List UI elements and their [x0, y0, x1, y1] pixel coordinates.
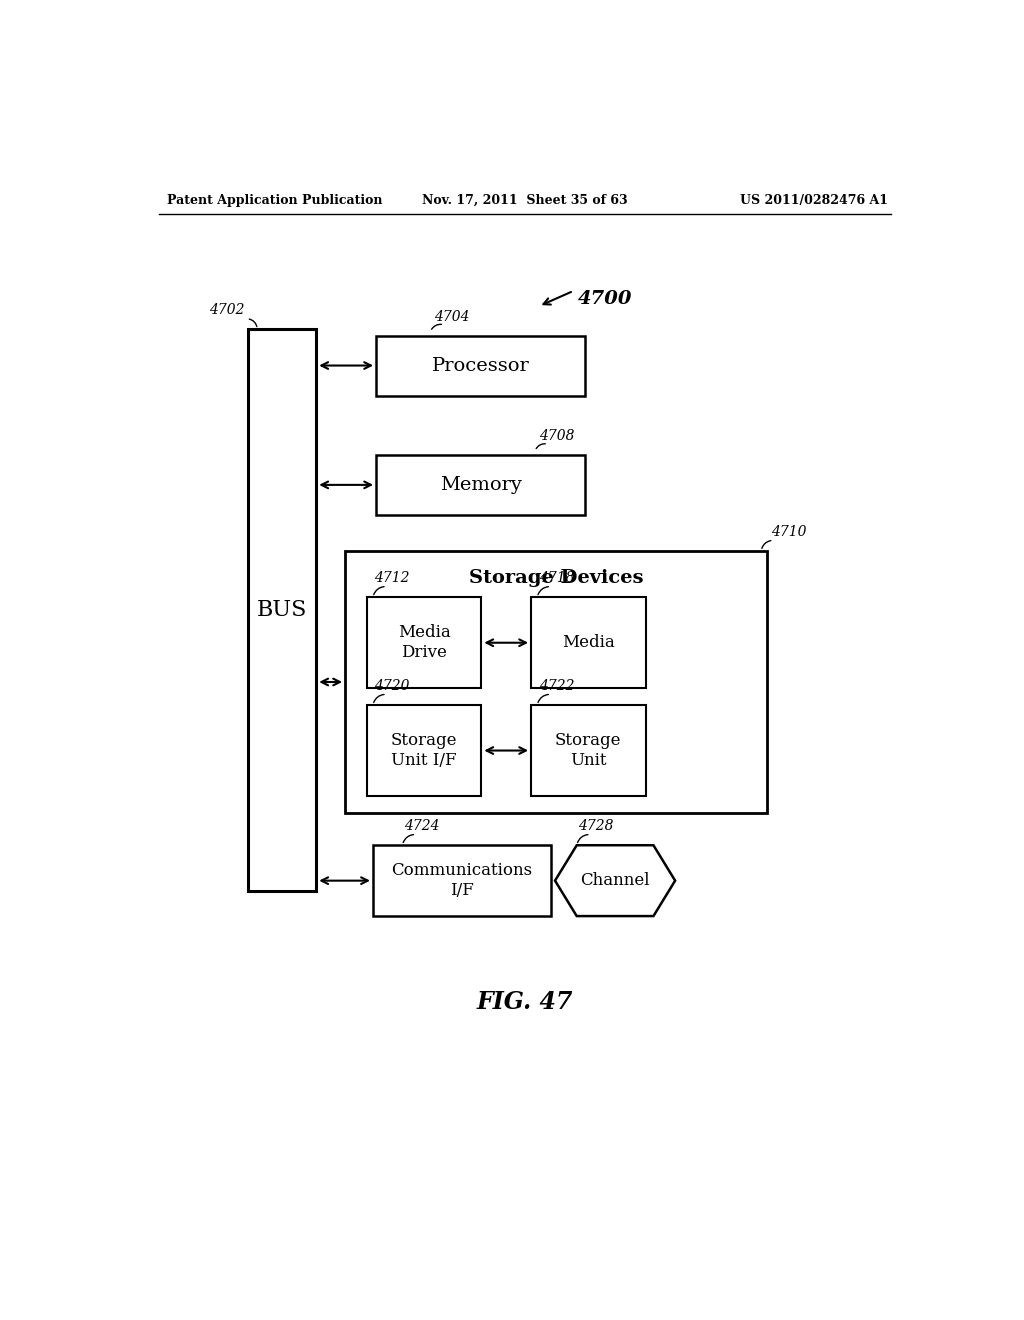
Text: Patent Application Publication: Patent Application Publication: [167, 194, 382, 207]
Text: Communications
I/F: Communications I/F: [391, 862, 532, 899]
Bar: [531, 705, 646, 796]
Text: Storage
Unit: Storage Unit: [555, 733, 622, 768]
Text: 4710: 4710: [771, 525, 807, 539]
Text: Storage
Unit I/F: Storage Unit I/F: [391, 733, 458, 768]
Text: Storage Devices: Storage Devices: [469, 569, 643, 587]
Text: Nov. 17, 2011  Sheet 35 of 63: Nov. 17, 2011 Sheet 35 of 63: [422, 194, 628, 207]
Text: 4708: 4708: [539, 429, 574, 444]
Bar: [376, 455, 586, 515]
Text: 4700: 4700: [578, 289, 632, 308]
Text: 4712: 4712: [375, 572, 410, 585]
Bar: [373, 845, 551, 916]
Text: Memory: Memory: [439, 477, 521, 494]
Text: 4728: 4728: [579, 818, 613, 833]
Bar: [367, 597, 481, 688]
Text: 4720: 4720: [375, 678, 410, 693]
Bar: [367, 705, 481, 796]
Text: FIG. 47: FIG. 47: [476, 990, 573, 1014]
Text: 4704: 4704: [434, 310, 470, 323]
Bar: [376, 335, 586, 396]
Text: US 2011/0282476 A1: US 2011/0282476 A1: [739, 194, 888, 207]
Text: Channel: Channel: [581, 873, 650, 890]
Text: Media
Drive: Media Drive: [397, 624, 451, 661]
Text: Media: Media: [562, 634, 614, 651]
Text: 4722: 4722: [539, 678, 574, 693]
Text: 4724: 4724: [403, 818, 439, 833]
Bar: [248, 330, 316, 891]
Text: 4702: 4702: [209, 304, 245, 317]
Bar: [345, 552, 767, 813]
Text: BUS: BUS: [257, 599, 307, 622]
Text: 4718: 4718: [539, 572, 574, 585]
Polygon shape: [555, 845, 675, 916]
Bar: [531, 597, 646, 688]
Text: Processor: Processor: [432, 356, 529, 375]
